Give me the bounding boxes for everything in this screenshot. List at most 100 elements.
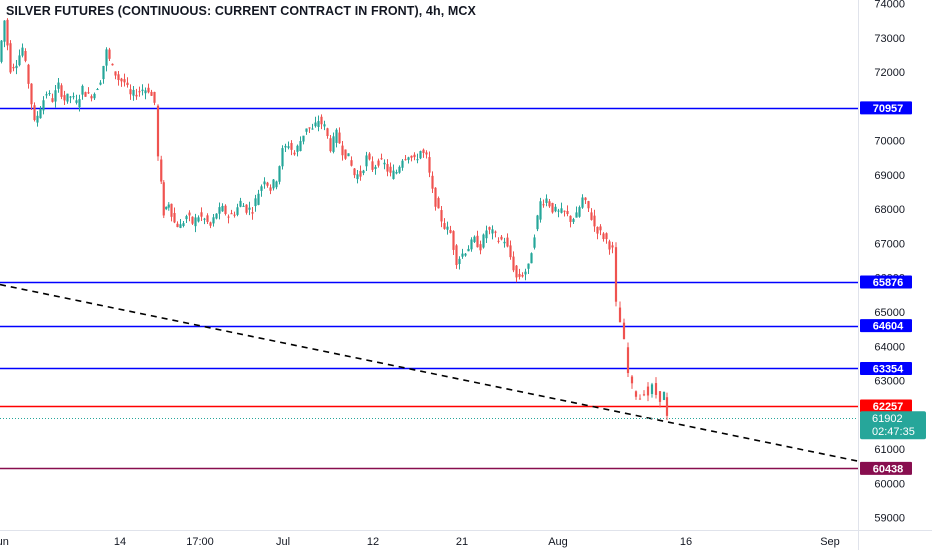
candle-body [326, 128, 329, 137]
candle-body [221, 205, 224, 212]
candle-body [114, 71, 117, 76]
candle-body [551, 202, 554, 213]
candle-body [129, 89, 132, 95]
candle-body [287, 146, 290, 148]
candle-body [191, 216, 194, 224]
x-tick-label: Sep [820, 536, 840, 548]
candle-body [278, 166, 281, 182]
x-tick-label: 12 [367, 536, 379, 548]
candle-body [236, 207, 239, 215]
candle-body [392, 170, 395, 179]
y-tick-label: 63000 [874, 376, 905, 388]
y-tick-label: 74000 [874, 0, 905, 11]
candle-body [123, 79, 126, 83]
candle-body [581, 197, 584, 208]
candle-body [170, 203, 173, 217]
candle-body [554, 206, 557, 212]
candle-body [99, 82, 102, 85]
candle-body [380, 158, 383, 160]
candle-body [203, 218, 206, 220]
candle-body [494, 231, 497, 233]
candle-body [96, 89, 99, 91]
candle-body [590, 212, 593, 220]
candle-body [473, 236, 476, 243]
candle-body [141, 89, 144, 91]
candle-body [233, 214, 236, 216]
candle-body [455, 245, 458, 266]
candle-body [54, 90, 57, 102]
candle-body [518, 273, 521, 277]
candle-body [269, 187, 272, 191]
candle-body [593, 215, 596, 227]
y-tick-label: 64000 [874, 341, 905, 353]
candle-body [521, 274, 524, 277]
candle-body [557, 210, 560, 212]
candle-body [654, 383, 658, 395]
x-tick-label: Jun [0, 536, 9, 548]
candle-body [383, 162, 386, 165]
candle-body [138, 91, 141, 93]
candle-body [634, 391, 638, 397]
candle-body [404, 159, 407, 161]
candle-body [18, 55, 21, 66]
candle-body [299, 141, 302, 152]
y-tick-label: 70000 [874, 136, 905, 148]
candle-body [533, 237, 536, 248]
candle-body [209, 222, 212, 226]
candle-body [0, 40, 3, 62]
level-tag-label: 70957 [873, 103, 904, 115]
candle-body [347, 153, 350, 157]
candle-body [251, 212, 254, 214]
candle-body [120, 78, 123, 82]
candle-body [503, 241, 506, 244]
candle-body [572, 219, 575, 222]
last-price-tag-value: 61902 [872, 413, 903, 425]
candle-body [410, 155, 413, 158]
candle-body [200, 212, 203, 217]
candle-body [126, 82, 129, 86]
candles [0, 18, 669, 421]
candle-body [30, 83, 33, 105]
y-tick-label: 60000 [874, 478, 905, 490]
candle-body [66, 93, 69, 102]
candle-body [144, 90, 147, 94]
candle-body [224, 205, 227, 214]
candle-body [260, 186, 263, 191]
candle-body [630, 376, 634, 384]
candle-body [344, 149, 347, 159]
candle-body [9, 43, 12, 73]
level-tag-label: 62257 [873, 401, 904, 413]
candle-body [102, 65, 105, 80]
candle-body [39, 108, 42, 119]
candle-body [197, 217, 200, 222]
candle-body [638, 398, 642, 400]
candle-body [658, 391, 662, 402]
x-tick-label: 16 [680, 536, 692, 548]
candle-body [506, 237, 509, 247]
candle-body [530, 253, 533, 264]
candle-body [464, 253, 467, 256]
candle-body [179, 224, 182, 228]
candle-body [63, 95, 66, 101]
candle-body [341, 145, 344, 156]
chart-title: SILVER FUTURES (CONTINUOUS: CURRENT CONT… [6, 4, 476, 18]
candle-body [575, 212, 578, 218]
candle-body [257, 193, 260, 205]
candle-body [33, 105, 36, 121]
candle-body [156, 105, 160, 157]
candle-body [509, 245, 512, 258]
candle-body [452, 231, 455, 250]
candle-body [515, 265, 518, 278]
candle-body [419, 151, 422, 159]
level-tag-box [860, 275, 912, 289]
candle-body [21, 47, 24, 56]
candle-body [614, 247, 618, 302]
candle-body [165, 206, 168, 210]
candle-body [281, 148, 284, 167]
candle-body [6, 19, 9, 46]
candle-body [545, 198, 548, 203]
candle-body [524, 271, 527, 275]
candle-body [227, 216, 230, 218]
candle-body [305, 128, 308, 132]
